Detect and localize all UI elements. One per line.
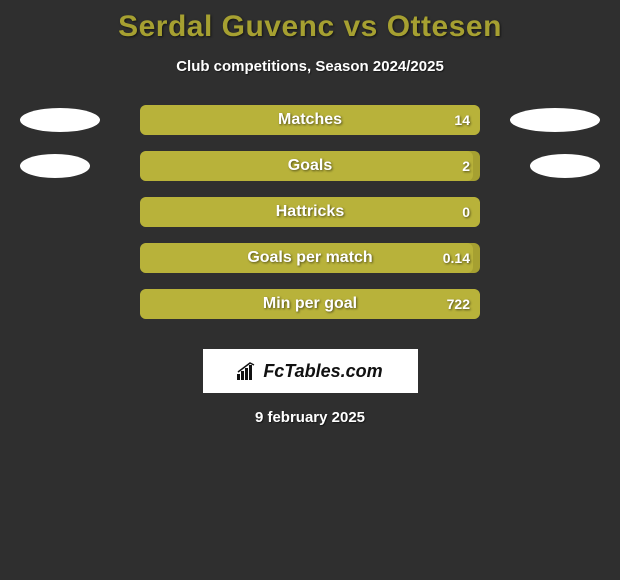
- stat-bar: Goals per match0.14: [140, 243, 480, 273]
- subtitle: Club competitions, Season 2024/2025: [176, 58, 444, 75]
- bar-chart-icon: [237, 362, 259, 380]
- right-marker: [530, 154, 600, 178]
- stat-label: Min per goal: [140, 289, 480, 319]
- brand-badge: FcTables.com: [203, 349, 418, 393]
- stat-row: Min per goal722: [0, 289, 620, 319]
- comparison-infographic: Serdal Guvenc vs Ottesen Club competitio…: [0, 0, 620, 426]
- stat-bar: Matches14: [140, 105, 480, 135]
- right-marker: [510, 108, 600, 132]
- page-title: Serdal Guvenc vs Ottesen: [118, 10, 502, 44]
- stat-label: Hattricks: [140, 197, 480, 227]
- stat-row: Hattricks0: [0, 197, 620, 227]
- date-text: 9 february 2025: [255, 409, 365, 426]
- stat-row: Goals per match0.14: [0, 243, 620, 273]
- stat-value: 0: [462, 197, 470, 227]
- stat-label: Matches: [140, 105, 480, 135]
- stat-value: 722: [447, 289, 470, 319]
- stat-bar: Goals2: [140, 151, 480, 181]
- left-marker: [20, 154, 90, 178]
- brand-text: FcTables.com: [263, 361, 382, 382]
- stat-value: 2: [462, 151, 470, 181]
- stat-value: 0.14: [443, 243, 470, 273]
- stat-bar: Hattricks0: [140, 197, 480, 227]
- stat-row: Matches14: [0, 105, 620, 135]
- stat-bar: Min per goal722: [140, 289, 480, 319]
- stats-bars: Matches14 Goals2 Hattricks0 Goals per match…: [0, 105, 620, 335]
- left-marker: [20, 108, 100, 132]
- stat-value: 14: [454, 105, 470, 135]
- stat-label: Goals per match: [140, 243, 480, 273]
- stat-label: Goals: [140, 151, 480, 181]
- stat-row: Goals2: [0, 151, 620, 181]
